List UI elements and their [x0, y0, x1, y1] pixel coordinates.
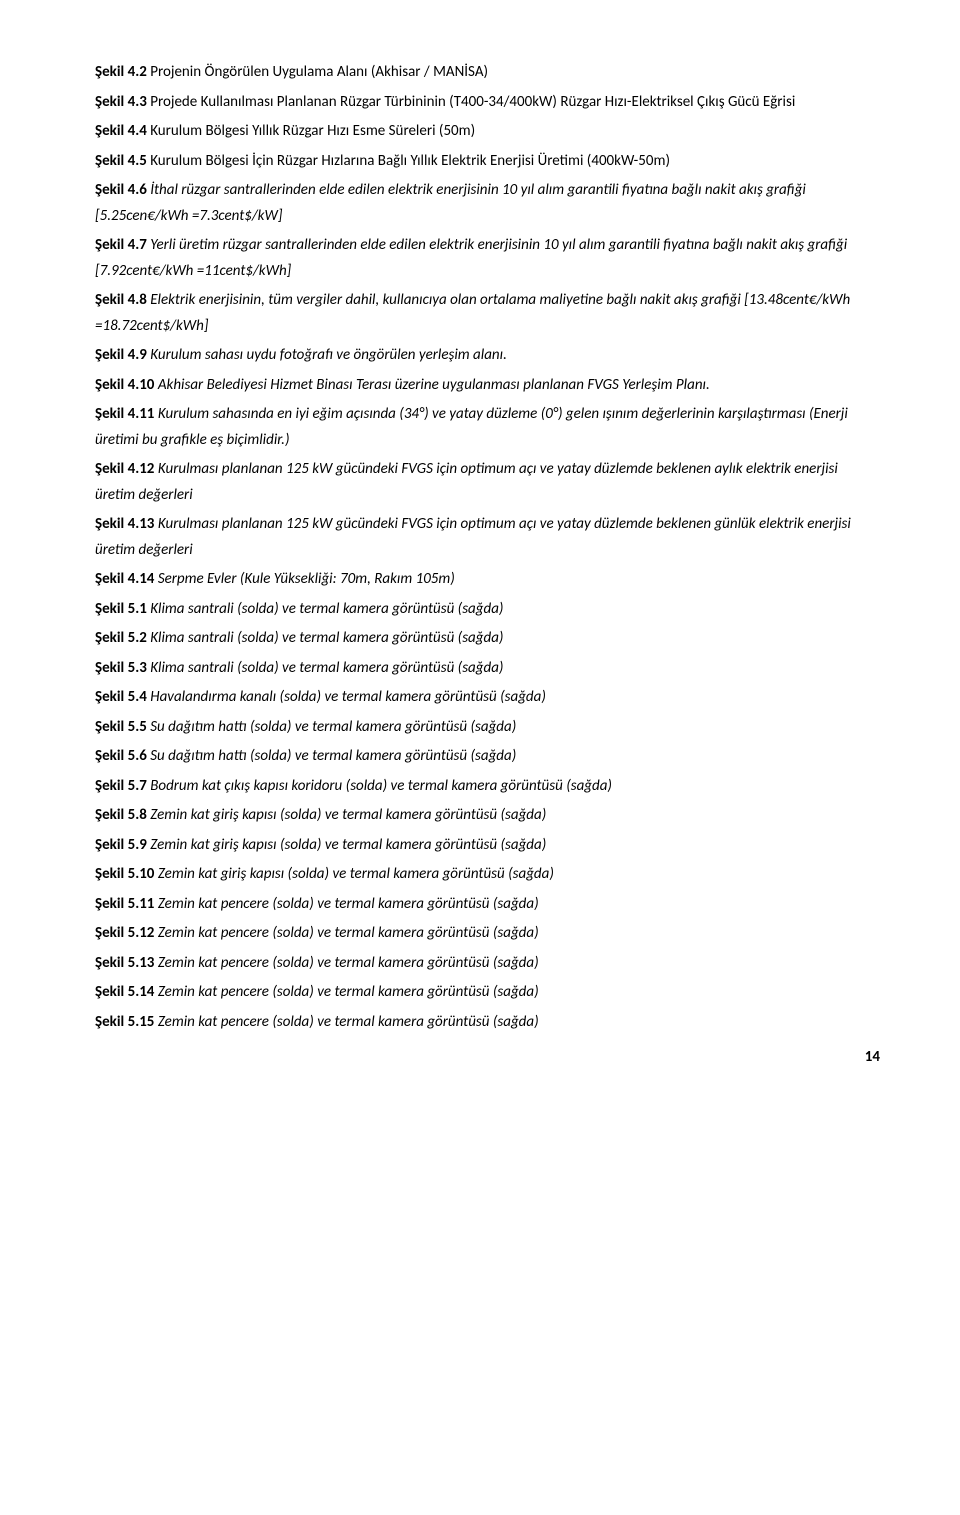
figure-label: Şekil 4.8 — [95, 291, 147, 309]
figure-label: Şekil 5.13 — [95, 954, 154, 972]
figure-label: Şekil 4.2 — [95, 63, 147, 81]
figure-caption: İthal rüzgar santrallerinden elde edilen… — [95, 181, 806, 225]
figure-label: Şekil 5.4 — [95, 688, 147, 706]
figure-caption: Zemin kat giriş kapısı (solda) ve termal… — [150, 806, 546, 824]
figure-caption: Klima santrali (solda) ve termal kamera … — [150, 659, 503, 677]
figure-caption: Zemin kat pencere (solda) ve termal kame… — [158, 895, 539, 913]
figure-label: Şekil 4.9 — [95, 346, 147, 364]
figure-label: Şekil 5.3 — [95, 659, 147, 677]
figure-caption: Zemin kat pencere (solda) ve termal kame… — [158, 924, 539, 942]
figure-entry: Şekil 4.11 Kurulum sahasında en iyi eğim… — [95, 402, 880, 453]
figure-caption: Bodrum kat çıkış kapısı koridoru (solda)… — [150, 777, 612, 795]
figure-caption: Kurulum Bölgesi Yıllık Rüzgar Hızı Esme … — [150, 122, 475, 140]
figure-entry: Şekil 4.5 Kurulum Bölgesi İçin Rüzgar Hı… — [95, 149, 880, 175]
page-number: 14 — [95, 1045, 880, 1071]
figure-label: Şekil 5.15 — [95, 1013, 154, 1031]
figure-entry: Şekil 5.9 Zemin kat giriş kapısı (solda)… — [95, 833, 880, 859]
figure-caption: Kurulum Bölgesi İçin Rüzgar Hızlarına Ba… — [150, 152, 670, 170]
figure-entry: Şekil 4.3 Projede Kullanılması Planlanan… — [95, 90, 880, 116]
figure-entry: Şekil 5.8 Zemin kat giriş kapısı (solda)… — [95, 803, 880, 829]
figure-entry: Şekil 5.10 Zemin kat giriş kapısı (solda… — [95, 862, 880, 888]
figure-entry: Şekil 4.13 Kurulması planlanan 125 kW gü… — [95, 512, 880, 563]
figure-entry: Şekil 4.8 Elektrik enerjisinin, tüm verg… — [95, 288, 880, 339]
figure-label: Şekil 5.1 — [95, 600, 147, 618]
figure-label: Şekil 5.5 — [95, 718, 147, 736]
figure-caption: Kurulması planlanan 125 kW gücündeki FVG… — [95, 515, 851, 559]
figure-entry: Şekil 4.7 Yerli üretim rüzgar santraller… — [95, 233, 880, 284]
figure-caption: Su dağıtım hattı (solda) ve termal kamer… — [150, 747, 516, 765]
figure-entry: Şekil 5.14 Zemin kat pencere (solda) ve … — [95, 980, 880, 1006]
figure-label: Şekil 4.14 — [95, 570, 154, 588]
figure-label: Şekil 4.13 — [95, 515, 154, 533]
figure-caption: Havalandırma kanalı (solda) ve termal ka… — [150, 688, 546, 706]
figure-label: Şekil 4.4 — [95, 122, 147, 140]
figure-entry: Şekil 5.13 Zemin kat pencere (solda) ve … — [95, 951, 880, 977]
figure-label: Şekil 5.2 — [95, 629, 147, 647]
figure-caption: Serpme Evler (Kule Yüksekliği: 70m, Rakı… — [158, 570, 455, 588]
figure-entry: Şekil 4.4 Kurulum Bölgesi Yıllık Rüzgar … — [95, 119, 880, 145]
figure-label: Şekil 4.3 — [95, 93, 147, 111]
figure-entry: Şekil 5.3 Klima santrali (solda) ve term… — [95, 656, 880, 682]
figure-entry: Şekil 4.14 Serpme Evler (Kule Yüksekliği… — [95, 567, 880, 593]
figure-label: Şekil 5.7 — [95, 777, 147, 795]
figure-label: Şekil 5.8 — [95, 806, 147, 824]
figure-entry: Şekil 5.1 Klima santrali (solda) ve term… — [95, 597, 880, 623]
figure-caption: Zemin kat giriş kapısı (solda) ve termal… — [150, 836, 546, 854]
figure-entry: Şekil 5.7 Bodrum kat çıkış kapısı korido… — [95, 774, 880, 800]
figure-label: Şekil 4.5 — [95, 152, 147, 170]
figure-caption: Projenin Öngörülen Uygulama Alanı (Akhis… — [150, 63, 488, 81]
figure-caption: Klima santrali (solda) ve termal kamera … — [150, 629, 503, 647]
figure-entry: Şekil 5.11 Zemin kat pencere (solda) ve … — [95, 892, 880, 918]
figure-caption: Kurulması planlanan 125 kW gücündeki FVG… — [95, 460, 838, 504]
figure-entry: Şekil 5.12 Zemin kat pencere (solda) ve … — [95, 921, 880, 947]
figure-entry: Şekil 5.5 Su dağıtım hattı (solda) ve te… — [95, 715, 880, 741]
figure-entry: Şekil 5.15 Zemin kat pencere (solda) ve … — [95, 1010, 880, 1036]
figure-label: Şekil 5.14 — [95, 983, 154, 1001]
figure-list: Şekil 4.2 Projenin Öngörülen Uygulama Al… — [95, 60, 880, 1035]
figure-caption: Zemin kat giriş kapısı (solda) ve termal… — [158, 865, 554, 883]
figure-caption: Klima santrali (solda) ve termal kamera … — [150, 600, 503, 618]
figure-entry: Şekil 4.9 Kurulum sahası uydu fotoğrafı … — [95, 343, 880, 369]
figure-caption: Zemin kat pencere (solda) ve termal kame… — [158, 954, 539, 972]
figure-caption: Kurulum sahasında en iyi eğim açısında (… — [95, 405, 848, 449]
figure-entry: Şekil 4.6 İthal rüzgar santrallerinden e… — [95, 178, 880, 229]
figure-caption: Su dağıtım hattı (solda) ve termal kamer… — [150, 718, 516, 736]
figure-label: Şekil 5.6 — [95, 747, 147, 765]
figure-label: Şekil 4.11 — [95, 405, 154, 423]
figure-label: Şekil 4.7 — [95, 236, 147, 254]
figure-entry: Şekil 5.2 Klima santrali (solda) ve term… — [95, 626, 880, 652]
figure-entry: Şekil 4.2 Projenin Öngörülen Uygulama Al… — [95, 60, 880, 86]
figure-label: Şekil 5.11 — [95, 895, 154, 913]
figure-entry: Şekil 5.6 Su dağıtım hattı (solda) ve te… — [95, 744, 880, 770]
figure-label: Şekil 4.12 — [95, 460, 154, 478]
figure-caption: Akhisar Belediyesi Hizmet Binası Terası … — [158, 376, 710, 394]
figure-entry: Şekil 4.12 Kurulması planlanan 125 kW gü… — [95, 457, 880, 508]
figure-caption: Elektrik enerjisinin, tüm vergiler dahil… — [95, 291, 850, 335]
figure-label: Şekil 5.10 — [95, 865, 154, 883]
figure-label: Şekil 4.10 — [95, 376, 154, 394]
figure-label: Şekil 5.9 — [95, 836, 147, 854]
figure-caption: Kurulum sahası uydu fotoğrafı ve öngörül… — [150, 346, 507, 364]
figure-entry: Şekil 4.10 Akhisar Belediyesi Hizmet Bin… — [95, 373, 880, 399]
figure-entry: Şekil 5.4 Havalandırma kanalı (solda) ve… — [95, 685, 880, 711]
figure-caption: Projede Kullanılması Planlanan Rüzgar Tü… — [150, 93, 795, 111]
figure-caption: Yerli üretim rüzgar santrallerinden elde… — [95, 236, 847, 280]
figure-label: Şekil 5.12 — [95, 924, 154, 942]
figure-caption: Zemin kat pencere (solda) ve termal kame… — [158, 983, 539, 1001]
figure-caption: Zemin kat pencere (solda) ve termal kame… — [158, 1013, 539, 1031]
figure-label: Şekil 4.6 — [95, 181, 147, 199]
